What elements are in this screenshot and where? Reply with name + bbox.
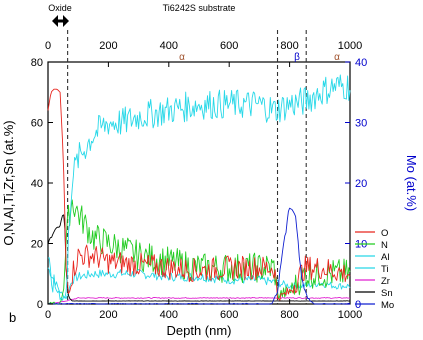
y-tick-label: 40 (31, 178, 43, 190)
y2-tick-label: 20 (355, 178, 367, 190)
y-tick-label: 0 (37, 299, 43, 311)
top-tick-label: 0 (45, 40, 51, 52)
x-tick-label: 1000 (338, 309, 362, 321)
legend-label-sn: Sn (381, 288, 393, 299)
top-tick-label: 1000 (338, 40, 362, 52)
legend-label-n: N (381, 240, 388, 251)
series-line-sn (47, 214, 351, 302)
x-tick-label: 800 (280, 309, 298, 321)
top-tick-label: 200 (99, 40, 117, 52)
legend-label-ti: Ti (381, 264, 389, 275)
x-tick-label: 600 (220, 309, 238, 321)
y-axis-label: O,N,Al,Ti,Zr,Sn (at.%) (1, 120, 16, 245)
oxide-arrow (52, 15, 69, 27)
y-tick-label: 80 (31, 57, 43, 69)
top-tick-label: 800 (280, 40, 298, 52)
substrate-label: Ti6242S substrate (163, 3, 236, 13)
alpha-left-label: α (179, 52, 185, 63)
y2-axis-label: Mo (at.%) (404, 155, 419, 211)
x-tick-label: 0 (45, 309, 51, 321)
series-line-al (47, 74, 351, 301)
y2-tick-label: 0 (355, 299, 361, 311)
top-tick-label: 400 (160, 40, 178, 52)
y-tick-label: 60 (31, 118, 43, 130)
y2-tick-label: 40 (355, 57, 367, 69)
y-tick-label: 20 (31, 239, 43, 251)
x-tick-label: 200 (99, 309, 117, 321)
y2-tick-label: 30 (355, 118, 367, 130)
series-lines (47, 74, 351, 305)
series-line-n (47, 199, 351, 305)
legend-label-o: O (381, 228, 388, 239)
series-line-ti (47, 267, 351, 300)
alpha-right-label: α (334, 52, 340, 63)
oxide-label: Oxide (48, 3, 72, 13)
phase-boundaries (67, 30, 307, 304)
legend-label-al: Al (381, 252, 389, 263)
series-line-mo (47, 207, 351, 305)
series-line-o (47, 88, 351, 301)
x-tick-label: 400 (160, 309, 178, 321)
top-tick-label: 600 (220, 40, 238, 52)
legend-label-mo: Mo (381, 300, 394, 311)
x-axis-label: Depth (nm) (166, 323, 231, 338)
beta-label: β (294, 52, 300, 63)
series-line-zr (47, 297, 351, 305)
legend-label-zr: Zr (381, 276, 390, 287)
panel-label: b (9, 310, 16, 325)
